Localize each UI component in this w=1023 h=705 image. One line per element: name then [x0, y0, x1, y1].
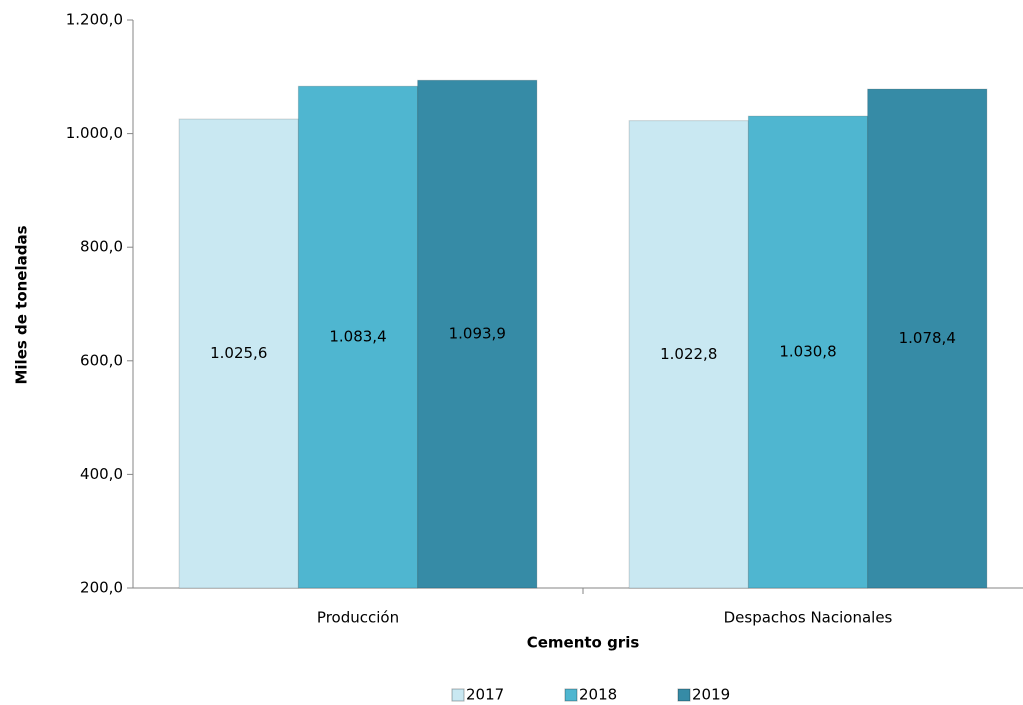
bar [297, 85, 419, 589]
x-tick-label: Producción [317, 609, 399, 627]
legend-swatch [564, 688, 578, 702]
legend-label: 2019 [692, 686, 730, 704]
legend-swatch [451, 688, 465, 702]
bar [867, 88, 988, 589]
legend-swatch [677, 688, 691, 702]
x-tick-label: Despachos Nacionales [724, 609, 893, 627]
y-tick-label: 800,0 [80, 238, 123, 256]
value-label: 1.078,4 [899, 329, 956, 347]
bar [178, 118, 299, 589]
y-tick-label: 1.000,0 [66, 124, 123, 142]
y-axis-title: Miles de toneladas [13, 225, 31, 384]
value-label: 1.083,4 [329, 328, 386, 346]
value-label: 1.022,8 [660, 345, 717, 363]
bar [417, 79, 538, 589]
legend-label: 2018 [579, 686, 617, 704]
bar [747, 115, 869, 589]
x-axis-title: Cemento gris [527, 634, 640, 652]
legend-label: 2017 [466, 686, 504, 704]
y-tick-label: 1.200,0 [66, 11, 123, 29]
y-tick-label: 200,0 [80, 579, 123, 597]
value-label: 1.093,9 [449, 325, 506, 343]
value-label: 1.030,8 [779, 343, 836, 361]
y-tick-label: 600,0 [80, 351, 123, 369]
bar [628, 120, 749, 589]
value-label: 1.025,6 [210, 344, 267, 362]
y-tick-label: 400,0 [80, 465, 123, 483]
